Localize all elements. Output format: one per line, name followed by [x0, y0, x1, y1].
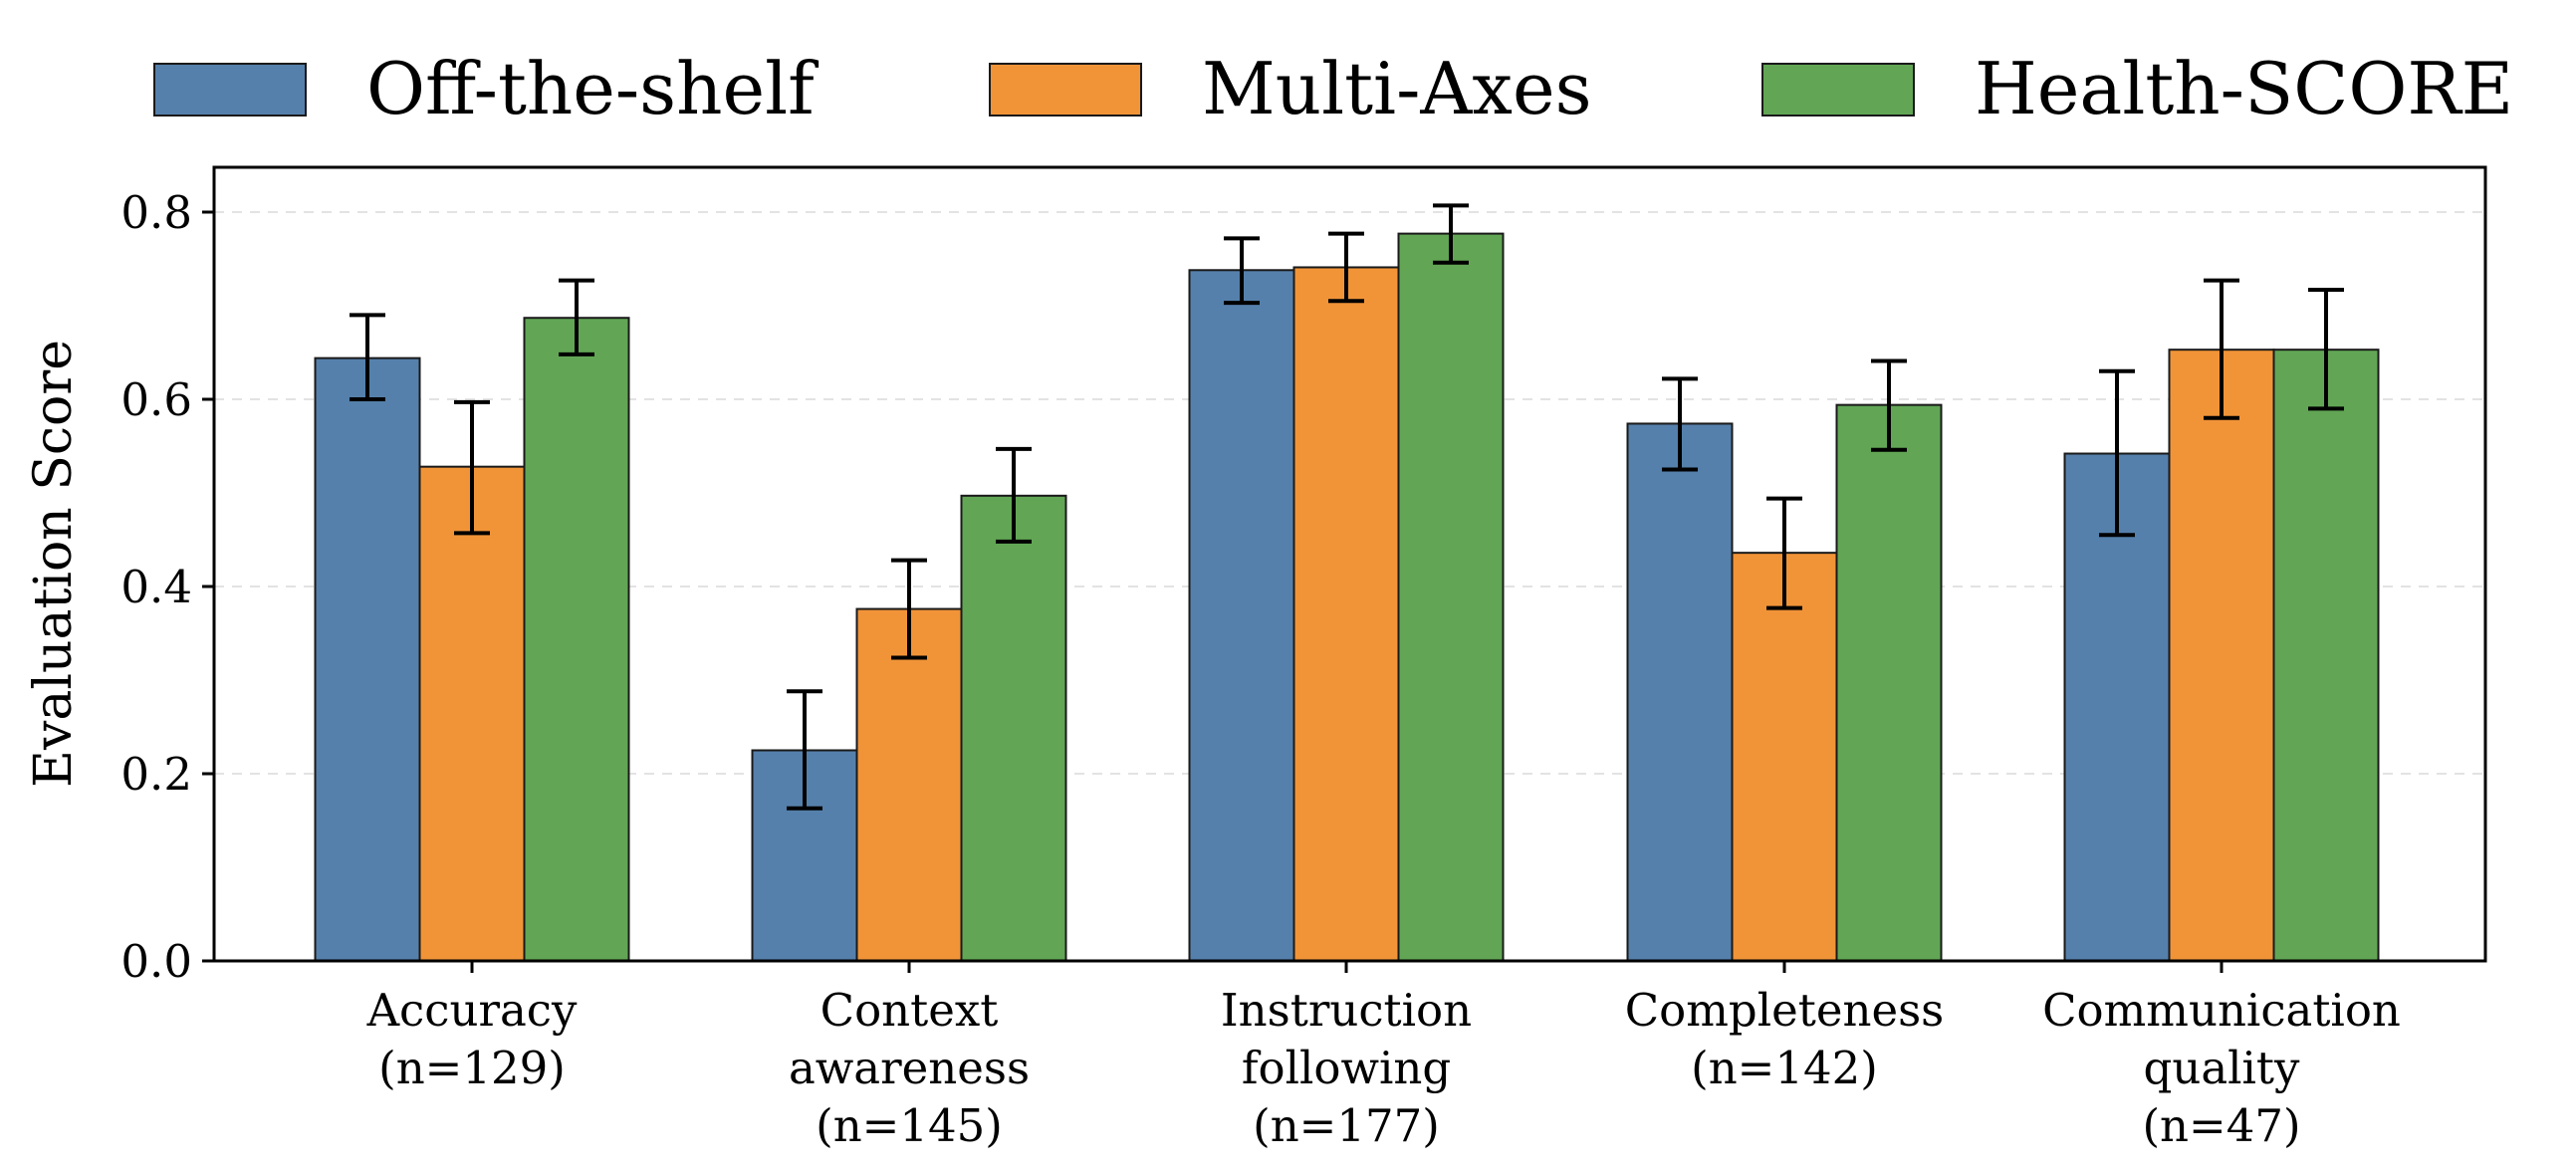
y-axis-label: Evaluation Score	[24, 340, 84, 788]
x-tick-label-line: following	[1242, 1042, 1451, 1094]
x-tick-label-line: Accuracy	[366, 984, 578, 1037]
bar	[418, 465, 526, 962]
y-tick-label: 0.6	[120, 373, 192, 426]
x-tick-label: Completeness (n=142)	[1625, 984, 1945, 1094]
bar	[1188, 269, 1295, 962]
x-tick-label-line: Communication	[2042, 984, 2401, 1037]
x-tick-label-line: Completeness	[1625, 984, 1945, 1037]
bar	[523, 317, 630, 963]
x-tick-label: Instruction following (n=177)	[1221, 984, 1472, 1152]
y-tick-label: 0.2	[120, 748, 192, 801]
bar	[2168, 349, 2275, 962]
x-tick-label: Accuracy (n=129)	[366, 984, 578, 1094]
x-tick-label-line: (n=47)	[2142, 1099, 2300, 1152]
legend-swatch	[1761, 63, 1915, 117]
x-tick-label: Context awareness (n=145)	[789, 984, 1030, 1152]
x-tick-label-line: awareness	[789, 1042, 1030, 1094]
bar	[1292, 266, 1400, 962]
bar	[314, 356, 421, 962]
x-tick-label: Communication quality (n=47)	[2042, 984, 2401, 1152]
x-axis-ticks: Accuracy (n=129) Context awareness (n=145) In…	[366, 961, 2401, 1152]
legend-label: Health-SCORE	[1975, 47, 2513, 130]
bar	[1835, 403, 1943, 962]
y-tick-label: 0.4	[120, 561, 192, 613]
bar	[960, 494, 1067, 962]
legend-swatch	[989, 63, 1142, 117]
legend: Off-the-shelf Multi-Axes Health-SCORE	[153, 47, 2513, 130]
x-tick-label-line: (n=145)	[816, 1099, 1003, 1152]
legend-swatch	[153, 63, 307, 117]
x-tick-label-line: (n=129)	[378, 1042, 566, 1094]
plot-frame	[212, 165, 2487, 963]
y-axis-ticks: 0.0 0.2 0.4 0.6 0.8	[120, 186, 214, 988]
bar	[1626, 422, 1734, 962]
bar	[1731, 552, 1838, 962]
bar	[2063, 452, 2171, 962]
x-tick-label-line: (n=177)	[1253, 1099, 1440, 1152]
y-tick-label: 0.8	[120, 186, 192, 239]
bar	[1397, 232, 1505, 962]
legend-label: Multi-Axes	[1202, 47, 1592, 130]
bar	[855, 607, 963, 962]
error-bars	[350, 203, 2344, 811]
legend-label: Off-the-shelf	[366, 47, 819, 130]
x-tick-label-line: Instruction	[1221, 984, 1472, 1037]
x-tick-label-line: (n=142)	[1691, 1042, 1878, 1094]
y-tick-label: 0.0	[120, 935, 192, 988]
bar	[2272, 349, 2380, 962]
x-tick-label-line: quality	[2144, 1042, 2300, 1094]
x-tick-label-line: Context	[820, 984, 999, 1037]
